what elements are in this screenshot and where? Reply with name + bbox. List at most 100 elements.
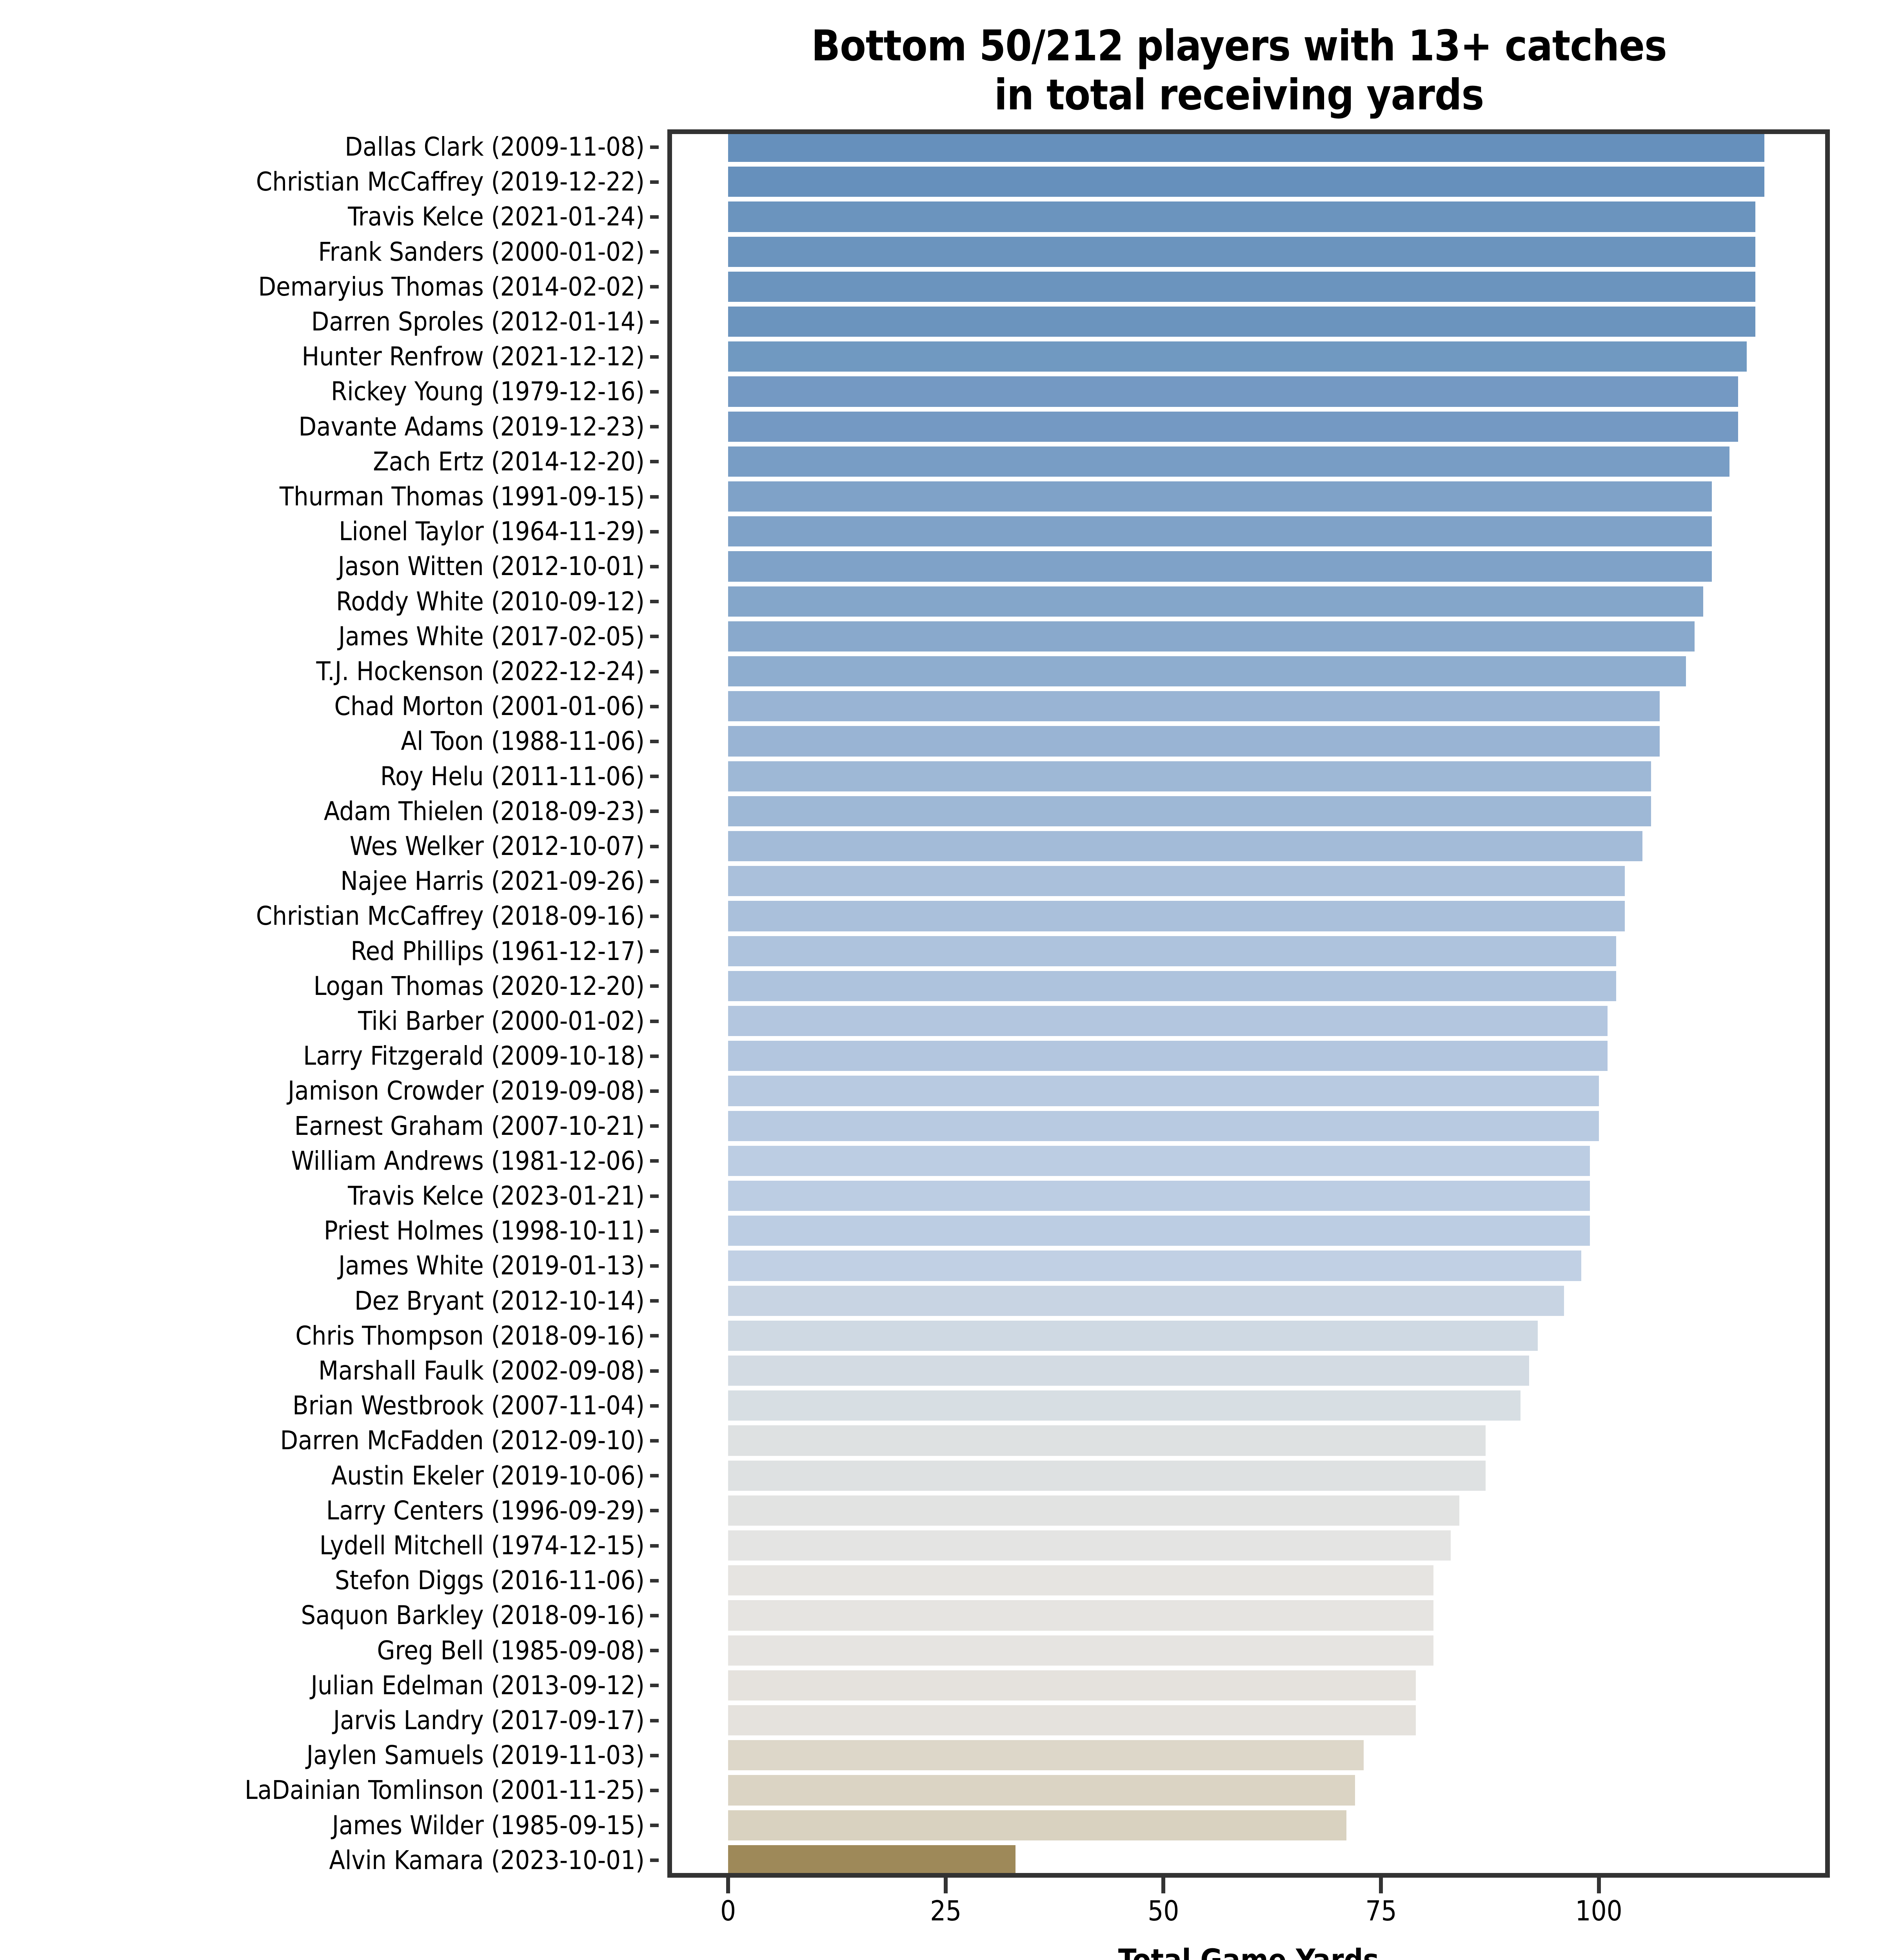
y-tick-mark bbox=[650, 775, 659, 779]
bar-row bbox=[728, 1703, 1830, 1738]
bar-row bbox=[728, 1143, 1830, 1178]
y-tick-label: Christian McCaffrey (2019-12-22) bbox=[256, 167, 645, 197]
plot-area bbox=[667, 129, 1830, 1878]
bar-row bbox=[728, 164, 1830, 199]
y-tick-mark bbox=[650, 355, 659, 359]
y-tick-mark bbox=[650, 879, 659, 883]
page-title: Bottom 50/212 players with 13+ catches i… bbox=[811, 22, 1667, 120]
y-tick-mark bbox=[650, 1019, 659, 1023]
bar-row bbox=[728, 199, 1830, 234]
y-tick-mark bbox=[650, 984, 659, 988]
bar-row bbox=[728, 1178, 1830, 1213]
y-tick-label: Lydell Mitchell (1974-12-15) bbox=[319, 1530, 645, 1561]
y-tick-mark bbox=[650, 1404, 659, 1408]
bar bbox=[728, 411, 1738, 442]
bar-row bbox=[728, 619, 1830, 654]
y-tick-mark bbox=[650, 285, 659, 289]
bar-row bbox=[728, 864, 1830, 898]
bar bbox=[728, 1460, 1486, 1491]
y-tick-mark bbox=[650, 670, 659, 673]
bar-row bbox=[728, 1038, 1830, 1073]
bar bbox=[728, 201, 1756, 232]
y-tick-mark bbox=[650, 1789, 659, 1792]
bar-row bbox=[728, 514, 1830, 549]
bar bbox=[728, 621, 1695, 652]
bar-row bbox=[728, 1633, 1830, 1668]
bar-row bbox=[728, 409, 1830, 444]
y-tick-label: Najee Harris (2021-09-26) bbox=[340, 866, 645, 897]
bar-row bbox=[728, 549, 1830, 584]
y-tick-mark bbox=[650, 1474, 659, 1478]
bar-row bbox=[728, 1004, 1830, 1038]
bar bbox=[728, 307, 1756, 337]
bar bbox=[728, 132, 1764, 162]
bar bbox=[728, 1006, 1608, 1036]
bar bbox=[728, 1320, 1538, 1351]
bar bbox=[728, 831, 1642, 862]
bar bbox=[728, 1285, 1564, 1316]
bar bbox=[728, 1670, 1416, 1700]
y-tick-mark bbox=[650, 1579, 659, 1583]
x-tick-label: 100 bbox=[1575, 1895, 1622, 1927]
y-tick-label: Priest Holmes (1998-10-11) bbox=[323, 1216, 645, 1246]
x-tick-mark bbox=[1597, 1878, 1601, 1893]
axis-right-spine bbox=[1825, 129, 1830, 1878]
y-tick-label: Wes Welker (2012-10-07) bbox=[349, 831, 645, 861]
y-tick-label: LaDainian Tomlinson (2001-11-25) bbox=[244, 1775, 645, 1806]
y-tick-mark bbox=[650, 809, 659, 813]
y-tick-label: Travis Kelce (2021-01-24) bbox=[348, 201, 645, 232]
bar bbox=[728, 341, 1747, 372]
bar-row bbox=[728, 1073, 1830, 1108]
y-tick-mark bbox=[650, 1369, 659, 1373]
y-tick-label: Christian McCaffrey (2018-09-16) bbox=[256, 901, 645, 931]
y-tick-label: Rickey Young (1979-12-16) bbox=[331, 376, 645, 407]
y-tick-label: Al Toon (1988-11-06) bbox=[401, 726, 645, 757]
bar bbox=[728, 1705, 1416, 1736]
bar bbox=[728, 1390, 1520, 1421]
bar-row bbox=[728, 1423, 1830, 1458]
bar bbox=[728, 1845, 1015, 1875]
y-tick-label: Brian Westbrook (2007-11-04) bbox=[292, 1390, 645, 1421]
x-tick-label: 0 bbox=[720, 1895, 736, 1927]
bar-row bbox=[728, 724, 1830, 759]
bar-row bbox=[728, 374, 1830, 409]
y-tick-mark bbox=[650, 1054, 659, 1058]
y-tick-label: Thurman Thomas (1991-09-15) bbox=[279, 481, 645, 512]
bar bbox=[728, 1111, 1599, 1141]
y-tick-label: Zach Ertz (2014-12-20) bbox=[373, 446, 645, 477]
bar-row bbox=[728, 1458, 1830, 1493]
y-tick-label: Roy Helu (2011-11-06) bbox=[380, 761, 645, 791]
bar-row bbox=[728, 304, 1830, 339]
y-tick-label: William Andrews (1981-12-06) bbox=[291, 1145, 645, 1176]
y-tick-label: Dez Bryant (2012-10-14) bbox=[354, 1285, 645, 1316]
y-tick-label: Darren McFadden (2012-09-10) bbox=[280, 1425, 645, 1456]
x-tick-label: 25 bbox=[930, 1895, 962, 1927]
x-tick-mark bbox=[1379, 1878, 1383, 1893]
y-tick-label: Travis Kelce (2023-01-21) bbox=[348, 1181, 645, 1211]
bar bbox=[728, 1635, 1433, 1666]
y-tick-label: Davante Adams (2019-12-23) bbox=[298, 411, 645, 442]
bar-row bbox=[728, 1843, 1830, 1878]
bar bbox=[728, 481, 1712, 512]
bar bbox=[728, 971, 1617, 1001]
bar bbox=[728, 271, 1756, 302]
bar-row bbox=[728, 129, 1830, 164]
bar-row bbox=[728, 339, 1830, 374]
bar bbox=[728, 1041, 1608, 1071]
bar-row bbox=[728, 1598, 1830, 1633]
x-axis-label: Total Game Yards bbox=[1118, 1942, 1379, 1960]
y-tick-label: Lionel Taylor (1964-11-29) bbox=[339, 516, 645, 547]
bar-row bbox=[728, 969, 1830, 1004]
y-tick-mark bbox=[650, 320, 659, 324]
bar-row bbox=[728, 479, 1830, 514]
y-tick-mark bbox=[650, 1264, 659, 1268]
bar-row bbox=[728, 829, 1830, 864]
bar bbox=[728, 726, 1660, 757]
bar-row bbox=[728, 269, 1830, 304]
bar-row bbox=[728, 1808, 1830, 1843]
y-tick-mark bbox=[650, 390, 659, 394]
bar bbox=[728, 551, 1712, 582]
bar bbox=[728, 446, 1729, 477]
y-tick-mark bbox=[650, 600, 659, 604]
y-tick-label: Chris Thompson (2018-09-16) bbox=[295, 1320, 645, 1351]
